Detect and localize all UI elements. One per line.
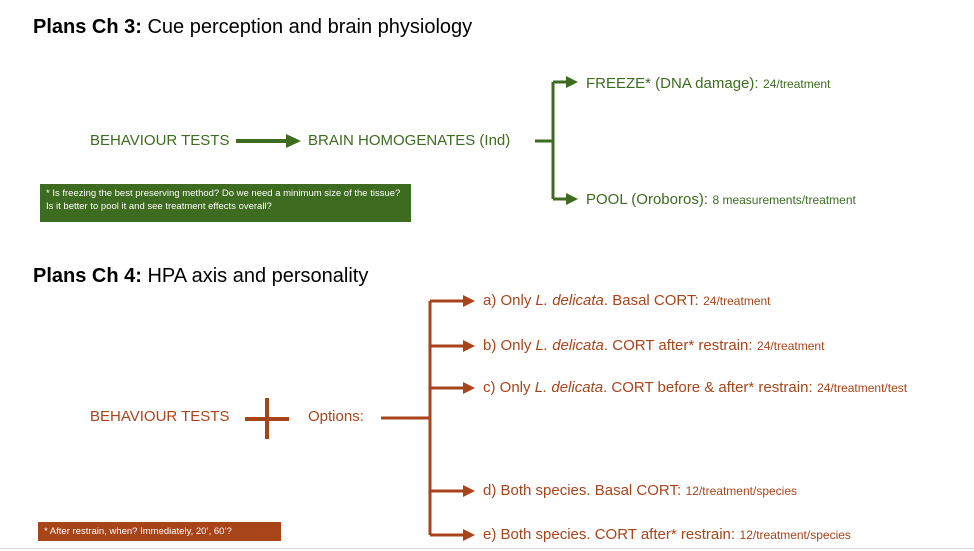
ch3-pool-option: POOL (Oroboros): 8 measurements/treatmen… [586, 191, 856, 209]
arrow-d-head [463, 485, 475, 497]
ch4-title-rest: HPA axis and personality [141, 265, 369, 287]
option-a-measure: . Basal CORT: [603, 292, 699, 309]
ch3-freeze-option: FREEZE* (DNA damage): 24/treatment [586, 75, 830, 93]
ch3-freeze-arrow-head [566, 76, 578, 88]
option-d-text: d) Both species. Basal CORT: [483, 482, 682, 499]
option-a-count: 24/treatment [703, 294, 771, 308]
ch4-option-a: a) Only L. delicata. Basal CORT: 24/trea… [483, 292, 771, 310]
arrow-a-head [463, 295, 475, 307]
ch4-option-e: e) Both species. CORT after* restrain: 1… [483, 526, 851, 544]
ch3-pool-arrow-head [566, 193, 578, 205]
ch3-brain-homogenates: BRAIN HOMOGENATES (Ind) [308, 132, 511, 149]
arrow-e-head [463, 529, 475, 541]
ch4-behaviour-tests: BEHAVIOUR TESTS [90, 408, 230, 425]
arrow-c-head [463, 382, 475, 394]
option-e-count: 12/treatment/species [739, 528, 851, 542]
ch3-title-rest: Cue perception and brain physiology [141, 16, 473, 38]
ch4-title: Plans Ch 4: HPA axis and personality [33, 265, 368, 288]
ch4-option-d: d) Both species. Basal CORT: 12/treatmen… [483, 482, 797, 500]
ch3-behaviour-tests: BEHAVIOUR TESTS [90, 132, 230, 149]
ch3-main-arrow-head [286, 134, 301, 148]
option-b-text: b) Only [483, 337, 536, 354]
freeze-label: FREEZE* (DNA damage): [586, 75, 759, 92]
ch3-title: Plans Ch 3: Cue perception and brain phy… [33, 16, 472, 39]
option-b-count: 24/treatment [757, 339, 825, 353]
option-c-text: c) Only [483, 379, 535, 396]
ch4-options-label: Options: [308, 408, 364, 425]
pool-count: 8 measurements/treatment [712, 193, 856, 207]
ch3-note-box: * Is freezing the best preserving method… [40, 184, 411, 222]
pool-label: POOL (Oroboros): [586, 191, 708, 208]
option-d-count: 12/treatment/species [685, 484, 798, 498]
option-a-species: L. delicata [535, 292, 604, 309]
option-a-text: a) Only [483, 292, 536, 309]
freeze-count: 24/treatment [763, 77, 831, 91]
ch4-option-b: b) Only L. delicata. CORT after* restrai… [483, 337, 824, 355]
ch4-note-box: * After restrain, when? Immediately, 20’… [38, 522, 281, 541]
option-c-measure: . CORT before & after* restrain: [603, 379, 813, 396]
bottom-divider [0, 548, 974, 549]
option-c-count: 24/treatment/test [817, 381, 908, 395]
ch3-title-bold: Plans Ch 3: [33, 16, 142, 38]
option-b-measure: . CORT after* restrain: [603, 337, 753, 354]
ch4-option-c: c) Only L. delicata. CORT before & after… [483, 379, 907, 397]
option-b-species: L. delicata [535, 337, 604, 354]
option-e-text: e) Both species. CORT after* restrain: [483, 526, 736, 543]
ch4-title-bold: Plans Ch 4: [33, 265, 142, 287]
arrow-b-head [463, 340, 475, 352]
option-c-species: L. delicata [534, 379, 604, 396]
